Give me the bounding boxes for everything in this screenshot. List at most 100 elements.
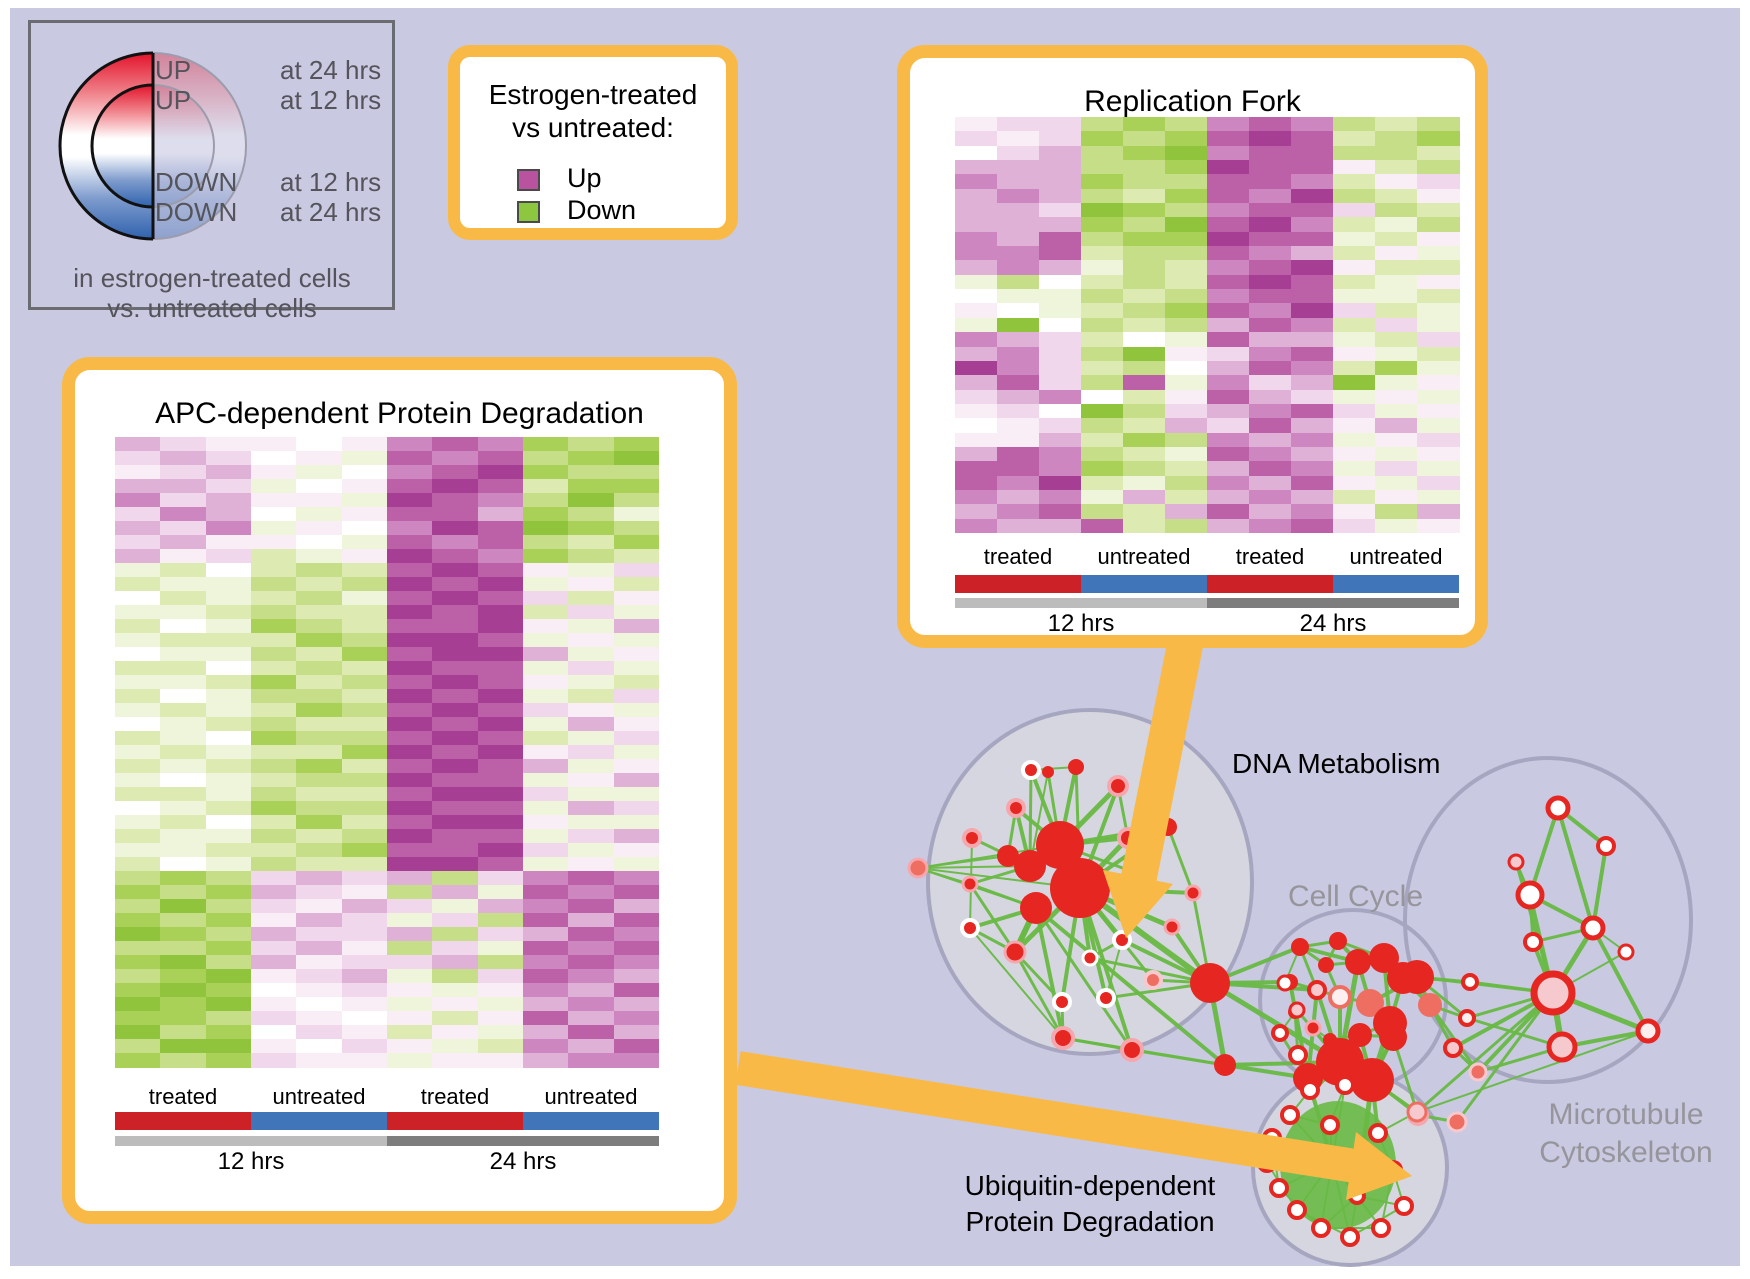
network-node	[1120, 1038, 1144, 1062]
heatmap-cell	[1123, 303, 1166, 319]
heatmap-cell	[115, 689, 161, 704]
heatmap-cell	[115, 787, 161, 802]
heatmap-cell	[387, 829, 433, 844]
heatmap-cell	[523, 1025, 569, 1040]
heatmap-cell	[432, 913, 479, 928]
heatmap-cell	[613, 661, 660, 676]
heatmap-cell	[160, 507, 207, 522]
heatmap-cell	[1039, 188, 1082, 204]
heatmap-cell	[523, 675, 569, 690]
heatmap-cell	[523, 927, 569, 942]
heatmap-cell	[1207, 203, 1250, 218]
heatmap-cell	[296, 633, 343, 648]
heatmap-cell	[115, 941, 161, 956]
heatmap-cell	[1207, 489, 1250, 505]
heatmap-cell	[1249, 418, 1292, 434]
group-label-untreated: untreated	[272, 1084, 366, 1109]
heatmap-cell	[387, 997, 433, 1012]
heatmap-cell	[296, 731, 343, 746]
heatmap-cell	[523, 843, 569, 858]
heatmap-cell	[251, 927, 297, 942]
heatmap-cell	[613, 591, 660, 606]
heatmap-cell	[477, 605, 524, 620]
heatmap-cell	[1081, 246, 1124, 261]
heatmap-cell	[1123, 260, 1166, 276]
network-node	[1280, 1105, 1300, 1125]
heatmap-cell	[160, 661, 207, 676]
heatmap-cell	[205, 577, 252, 592]
heatmap-cell	[1165, 117, 1208, 132]
heatmap-cell	[387, 661, 433, 676]
heatmap-cell	[1291, 518, 1334, 534]
heatmap-cell	[477, 885, 524, 900]
heatmap-cell	[1123, 475, 1166, 491]
heatmap-cell	[205, 801, 252, 816]
heatmap-cell	[1207, 332, 1250, 348]
heatmap-cell	[1249, 489, 1292, 505]
heatmap-cell	[251, 535, 297, 550]
heatmap-cell	[205, 843, 252, 858]
heatmap-cell	[341, 633, 388, 648]
network-node	[1328, 985, 1352, 1009]
heatmap-cell	[341, 703, 388, 718]
heatmap-cell	[341, 493, 388, 508]
heatmap-cell	[523, 997, 569, 1012]
network-edge	[1416, 1030, 1649, 1113]
heatmap-cell	[432, 717, 479, 732]
heatmap-cell	[1165, 375, 1208, 391]
heatmap-cell	[997, 446, 1040, 462]
heatmap-cell	[1375, 317, 1418, 333]
heatmap-cell	[341, 913, 388, 928]
heatmap-cell	[997, 489, 1040, 505]
heatmap-cell	[1207, 403, 1250, 419]
heatmap-cell	[341, 787, 388, 802]
heatmap-cell	[1375, 289, 1418, 304]
heatmap-cell	[432, 535, 479, 550]
heatmap-cell	[568, 885, 615, 900]
heatmap-cell	[955, 446, 998, 462]
heatmap-cell	[523, 941, 569, 956]
heatmap-cell	[568, 619, 615, 634]
heatmap-cell	[1081, 131, 1124, 147]
heatmap-cell	[1249, 446, 1292, 462]
heatmap-cell	[568, 675, 615, 690]
heatmap-cell	[1039, 432, 1082, 448]
time-label-24-hrs: 24 hrs	[1299, 610, 1367, 637]
heatmap-cell	[1207, 217, 1250, 233]
heatmap-cell	[432, 703, 479, 718]
heatmap-cell	[477, 465, 524, 480]
heatmap-cell	[432, 1053, 479, 1068]
heatmap-cell	[568, 465, 615, 480]
heatmap-cell	[1165, 289, 1208, 304]
heatmap-cell	[115, 1039, 161, 1054]
heatmap-cell	[523, 1011, 569, 1026]
heatmap-cell	[1039, 403, 1082, 419]
heatmap-cell	[160, 717, 207, 732]
cell-cycle-label: Cell Cycle	[1288, 880, 1424, 913]
heatmap-cell	[477, 857, 524, 872]
heatmap-cell	[1417, 246, 1460, 261]
heatmap-cell	[251, 479, 297, 494]
heatmap-cell	[115, 801, 161, 816]
heatmap-cell	[1039, 117, 1082, 132]
heatmap-cell	[1417, 360, 1460, 376]
heatmap-cell	[115, 1053, 161, 1068]
heatmap-cell	[1333, 446, 1376, 462]
heatmap-cell	[387, 633, 433, 648]
heatmap-cell	[477, 997, 524, 1012]
heatmap-cell	[432, 787, 479, 802]
heatmap-cell	[432, 633, 479, 648]
heatmap-cell	[1039, 461, 1082, 477]
heatmap-cell	[1333, 418, 1376, 434]
heatmap-cell	[477, 437, 524, 452]
heatmap-cell	[1165, 131, 1208, 147]
heatmap-cell	[387, 647, 433, 662]
heatmap-cell	[115, 969, 161, 984]
heatmap-cell	[1375, 188, 1418, 204]
heatmap-cell	[296, 577, 343, 592]
estrogen-legend-title-line2: vs untreated:	[512, 112, 674, 143]
network-node	[1021, 760, 1041, 780]
group-label-untreated: untreated	[1349, 544, 1443, 569]
heatmap-cell	[1375, 203, 1418, 218]
network-node	[1096, 988, 1116, 1008]
